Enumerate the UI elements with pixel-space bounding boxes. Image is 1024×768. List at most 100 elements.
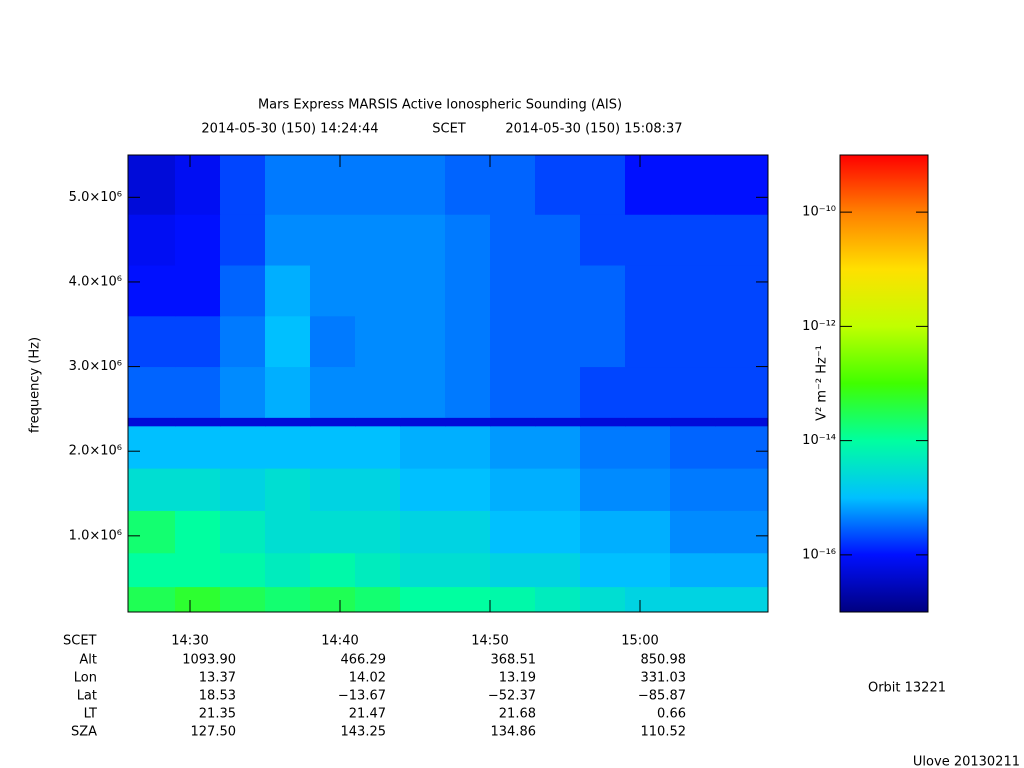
cell [310,586,356,613]
cell [580,417,626,427]
cell [355,214,401,266]
cell [625,214,671,266]
cell [580,366,626,418]
ephemeris-value: −52.37 [488,689,536,704]
cell [670,155,716,215]
cell [175,366,221,418]
cell [625,265,671,317]
cell [445,315,491,368]
cell [715,155,769,215]
cell [580,510,626,554]
cell [535,315,581,368]
cell [265,155,311,215]
cell [220,468,266,511]
footer-label: Ulove 20130211 [913,755,1020,768]
ephemeris-value: 368.51 [491,653,537,668]
cell [580,155,626,215]
ephemeris-label: LT [84,707,97,722]
cell [310,425,356,469]
cell [128,417,176,427]
plot-frame [127,154,769,613]
subtitle-end: 2014-05-30 (150) 15:08:37 [505,122,682,137]
cell [400,468,446,511]
cell [128,552,176,588]
cell [580,214,626,266]
cell [535,552,581,588]
cell [490,155,536,215]
subtitle-scet: SCET [432,122,466,137]
cell [175,155,221,215]
cell [400,315,446,368]
cell [445,366,491,418]
cell [265,265,311,317]
cell [625,155,671,215]
cell [445,586,491,613]
ephemeris-value: 1093.90 [182,653,236,668]
cell [625,586,671,613]
ephemeris-value: 110.52 [641,725,687,740]
cell [535,155,581,215]
cell [355,468,401,511]
cell [128,265,176,317]
cell [670,417,716,427]
cell [535,417,581,427]
cell [625,552,671,588]
cell [535,586,581,613]
cell [580,425,626,469]
cell [625,425,671,469]
cell [265,214,311,266]
subtitle-start: 2014-05-30 (150) 14:24:44 [201,122,378,137]
cell [265,552,311,588]
cell [445,425,491,469]
cell [355,552,401,588]
cell [355,510,401,554]
cell [490,265,536,317]
cell [580,265,626,317]
colorbar-tick-label: 10⁻¹² [802,319,836,334]
cell [490,366,536,418]
cell [445,510,491,554]
cell [535,265,581,317]
cell [310,155,356,215]
colorbar-label: V² m⁻² Hz⁻¹ [815,345,830,421]
cell [400,552,446,588]
cell [400,265,446,317]
orbit-label: Orbit 13221 [868,681,946,696]
cell [535,468,581,511]
ephemeris-value: 21.68 [499,707,536,722]
cell [445,468,491,511]
ephemeris-value: 143.25 [341,725,387,740]
cell [580,552,626,588]
cell [625,510,671,554]
y-tick-label: 5.0×10⁶ [69,190,122,205]
cell [220,155,266,215]
cell [625,315,671,368]
cell [625,366,671,418]
cell [220,265,266,317]
ephemeris-value: 127.50 [191,725,237,740]
cell [625,417,671,427]
cell [715,315,769,368]
cell [310,315,356,368]
cell [220,315,266,368]
cell [670,366,716,418]
cell [490,586,536,613]
cell [535,366,581,418]
ephemeris-value: 18.53 [199,689,236,704]
cell [175,214,221,266]
cell [128,214,176,266]
ephemeris-value: 21.47 [349,707,386,722]
cell [580,586,626,613]
ephemeris-value: 331.03 [641,671,687,686]
cell [445,417,491,427]
cell [220,425,266,469]
cell [400,214,446,266]
cell [128,425,176,469]
cell [400,586,446,613]
y-tick-label: 2.0×10⁶ [69,444,122,459]
cell [175,265,221,317]
colorbar-tick-label: 10⁻¹⁰ [802,205,836,220]
cell [220,510,266,554]
cell [220,417,266,427]
